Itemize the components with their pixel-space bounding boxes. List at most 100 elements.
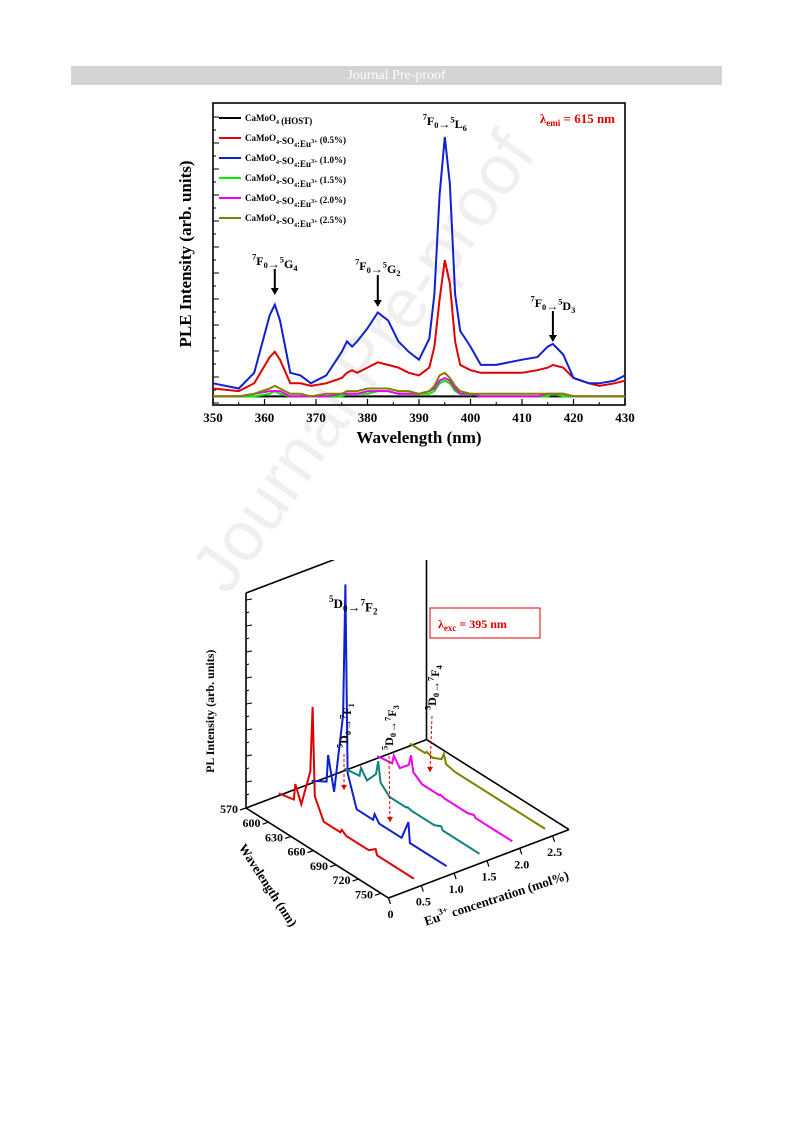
pl-transition-label-sup: 5 [329,594,334,604]
pl-z-tick [245,689,250,692]
ple-peak-label-main: L [455,117,463,131]
ple-legend-text: -S [279,176,287,186]
ple-x-tick-label: 360 [255,410,275,425]
journal-header-bar: Journal Pre-proof [71,66,722,85]
ple-legend-text: Eu [300,179,311,189]
pl-series-line-3 [376,752,513,843]
pl-conc-tick [519,848,523,855]
pl-z-tick [245,754,253,757]
ple-x-axis-label: Wavelength (nm) [356,428,481,447]
ple-peak-label-sup: 5 [383,261,387,270]
ple-y-axis-label: PLE Intensity (arb. units) [176,160,195,347]
pl-transition-label-main: F [385,709,399,716]
pl-transition-label-sup: 7 [339,715,348,719]
pl-transition-label-arrow: → [347,599,360,614]
pl-transition-label-sup: 7 [360,597,365,607]
pl-exc-rest: = 395 nm [456,617,507,631]
pl-transition-label: 5D0→7F4 [424,664,444,710]
ple-legend-text: (1.5%) [317,175,346,185]
ple-x-tick-label: 400 [461,410,481,425]
ple-legend-sub: 4 [276,180,279,186]
pl-excitation-annotation: λexc = 395 nm [438,617,507,633]
pl-figure: 570 600 630 660 690 720 750 0 0.5 1.0 1.5 2.0 2.5 Wav… [196,523,596,955]
ple-legend-entry: CaMoO4 (HOST) [245,113,312,126]
pl-transition-label-sub: 0 [344,731,353,735]
ple-peak-label-sub: 0 [367,266,371,275]
ple-x-tick-label: 430 [615,410,635,425]
pl-conc-label-eu: Eu [422,909,442,928]
ple-peak-label-arrow: → [371,262,383,276]
pl-chart-svg: 57060063066069072075000.51.01.52.02.5Wav… [203,523,571,929]
pl-conc-label-sup: 3+ [437,905,449,917]
ple-legend-text: O [287,156,294,166]
pl-transition-label-sub: 0 [432,693,441,697]
pl-transition-label-main: D [425,697,439,706]
pl-transition-label-sub: 4 [435,664,444,669]
ple-legend-text: : [297,199,300,209]
pl-series-line-0 [278,706,415,880]
ple-legend-text: O [269,213,276,223]
ple-series-line-1 [212,259,626,393]
pl-wavelength-tick [239,807,247,811]
ple-peak-label-main: F [359,259,366,273]
ple-peak-label-main: G [387,262,396,276]
pl-conc-tick [486,860,490,867]
pl-transition-label-sub: 2 [373,607,378,617]
pl-z-tick [245,728,253,731]
ple-x-tick-label: 410 [512,410,532,425]
pl-conc-tick-label: 2.0 [514,857,529,871]
ple-x-tick-label: 390 [409,410,429,425]
ple-peak-label-sup: 5 [450,116,454,125]
pl-z-tick [245,611,250,614]
pl-conc-tick [387,897,392,905]
pl-transition-label-sub: 3 [392,705,401,709]
pl-transition-label-arrow: → [428,681,442,693]
pl-z-tick [245,676,253,679]
ple-legend-text: (2.5%) [317,215,346,225]
pl-z-tick [245,637,250,640]
pl-transition-label-arrow: → [385,721,399,733]
pl-conc-tick [552,835,556,843]
ple-legend-sup: 3+ [311,139,318,145]
ple-legend-sub: 4 [294,183,297,189]
ple-legend-text: : [297,179,300,189]
ple-peak-label: 7F0→5D3 [531,295,576,315]
pl-transition-label-arrow: → [340,719,354,731]
pl-conc-tick-label: 1.0 [449,882,464,896]
pl-transition-pointer-head [341,785,347,790]
ple-series-line-2 [212,136,626,390]
ple-legend-text: CaMo [245,133,269,143]
ple-legend-text: -S [279,196,287,206]
ple-legend-text: : [297,159,300,169]
pl-z-tick [245,741,250,744]
pl-wavelength-tick-label: 630 [265,830,283,844]
pl-z-tick [245,624,253,627]
pl-axis-edge [245,523,427,594]
ple-legend-sub: 4 [294,163,297,169]
ple-legend-text: CaMo [245,193,269,203]
ple-legend-sup: 3+ [311,219,318,225]
ple-legend-text: O [287,196,294,206]
pl-series-line-2 [344,761,481,855]
ple-emission-lambda: λ [540,111,547,126]
ple-peak-label-sub: 0 [542,303,546,312]
pl-transition-label-sup: 5 [336,744,345,748]
ple-peak-label-sub: 2 [396,269,400,278]
pl-wavelength-tick-label: 600 [243,816,261,830]
pl-transition-label: 5D0→7F1 [336,703,356,748]
pl-conc-tick [453,872,457,880]
pl-z-tick [245,598,253,601]
pl-series-line-1 [311,584,448,868]
pl-transition-label: 5D0→7F3 [381,705,401,750]
ple-emission-sub: emi [546,118,560,128]
ple-peak-label-main: F [256,254,263,268]
ple-peak-label: 7F0→5G2 [355,258,400,278]
ple-legend-text: CaMo [245,173,269,183]
pl-wavelength-tick-label: 720 [333,873,351,887]
ple-peak-label-arrow: → [438,117,450,131]
pl-z-tick [245,663,250,666]
ple-peak-label-sup: 7 [355,258,359,267]
pl-transition-pointer [429,715,433,773]
pl-series-line-4 [409,742,546,830]
ple-legend-text: O [269,153,276,163]
